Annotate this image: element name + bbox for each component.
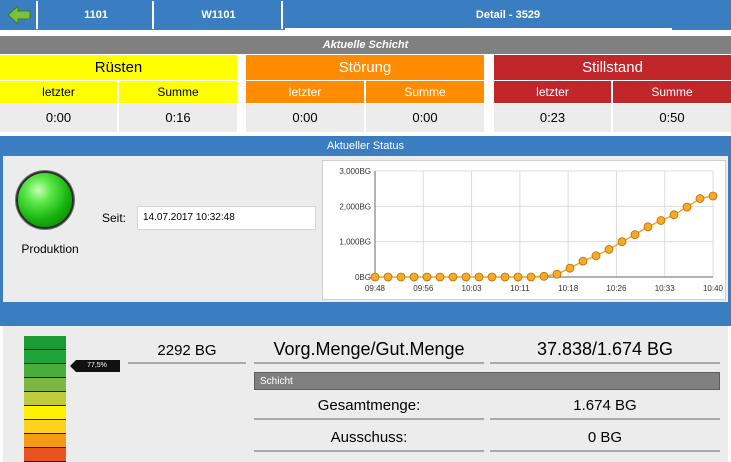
gauge-segment xyxy=(24,392,66,406)
total-quantity-value: 1.674 BG xyxy=(490,392,720,420)
chart-point xyxy=(396,272,406,282)
chart-point xyxy=(682,202,692,212)
target-good-quantity-value: 37.838/1.674 BG xyxy=(490,334,720,364)
gauge-segment xyxy=(24,406,66,420)
chart-point xyxy=(591,251,601,261)
chart-point xyxy=(630,230,640,239)
gauge-segment xyxy=(24,448,66,462)
total-quantity-label: Gesamtmenge: xyxy=(254,392,484,420)
chart-x-tick-label: 09:56 xyxy=(413,284,434,293)
chart-point xyxy=(526,272,536,282)
category-fault-title: Störung xyxy=(246,55,484,80)
nav-tab-station[interactable]: 1101 xyxy=(40,1,154,29)
chart-y-tick-label: 0BG xyxy=(355,273,371,282)
chart-point xyxy=(461,272,471,282)
chart-point xyxy=(604,245,614,254)
chart-point xyxy=(500,272,510,282)
chart-point xyxy=(669,210,679,220)
current-quantity: 2292 BG xyxy=(128,338,246,364)
scrap-value: 0 BG xyxy=(490,424,720,452)
status-title: Aktueller Status xyxy=(326,140,405,152)
category-fault-sum-label: Summe xyxy=(366,81,484,103)
chart-x-tick-label: 10:03 xyxy=(462,284,483,293)
chart-point xyxy=(695,194,705,203)
top-nav-bar xyxy=(0,0,731,30)
category-standstill-last-value: 0:23 xyxy=(494,104,611,132)
nav-tab-machine[interactable]: W1101 xyxy=(156,1,283,29)
chart-x-tick-label: 10:26 xyxy=(606,284,627,293)
chart-point xyxy=(617,237,627,247)
category-fault-last-label: letzter xyxy=(246,81,364,103)
chart-x-tick-label: 10:33 xyxy=(655,284,676,293)
category-fault-last-value: 0:00 xyxy=(246,104,364,132)
category-setup-sum-label: Summe xyxy=(119,81,237,103)
chart-point xyxy=(539,271,549,281)
category-setup-last-label: letzter xyxy=(0,81,117,103)
chart-point xyxy=(474,272,484,282)
chart-point xyxy=(370,272,380,282)
chart-point xyxy=(513,272,523,282)
category-setup-sum-value: 0:16 xyxy=(119,104,237,132)
gauge-segment xyxy=(24,350,66,364)
status-light-icon xyxy=(16,171,74,229)
chart-point xyxy=(656,216,666,225)
chart-y-ticks: 0BG 1,000BG 2,000BG 3,000BG xyxy=(339,167,371,282)
chart-point xyxy=(565,263,575,273)
chart-y-tick-label: 1,000BG xyxy=(339,238,371,247)
quantity-header xyxy=(0,306,731,326)
since-field: 14.07.2017 10:32:48 xyxy=(137,206,316,230)
since-label: Seit: xyxy=(102,211,127,225)
chart-point xyxy=(643,222,653,232)
chart-y-tick-label: 3,000BG xyxy=(339,167,371,176)
chart-points xyxy=(370,191,718,282)
fill-level-gauge xyxy=(24,336,66,462)
chart-y-tick-label: 2,000BG xyxy=(339,202,371,211)
gauge-segment xyxy=(24,420,66,434)
category-standstill-sum-label: Summe xyxy=(613,81,731,103)
production-chart: 0BG 1,000BG 2,000BG 3,000BG 09:48 09:56 10:03… xyxy=(322,160,726,300)
gauge-percent-label: 77,5% xyxy=(87,362,107,369)
chart-point xyxy=(552,269,562,279)
active-tab-underline xyxy=(285,28,672,31)
gauge-marker-icon xyxy=(70,360,120,372)
back-button[interactable] xyxy=(2,1,38,29)
chart-point xyxy=(487,272,497,282)
gauge-segment xyxy=(24,434,66,448)
target-good-quantity-label: Vorg.Menge/Gut.Menge xyxy=(254,334,484,364)
arrow-left-icon xyxy=(7,5,31,25)
nav-tab-detail[interactable]: Detail - 3529 xyxy=(475,9,541,21)
shift-header: Aktuelle Schicht xyxy=(0,36,731,54)
gauge-segment xyxy=(24,336,66,350)
gauge-segment xyxy=(24,364,66,378)
gauge-segment xyxy=(24,378,66,392)
chart-point xyxy=(578,256,588,266)
chart-series-line xyxy=(375,195,714,278)
category-setup-last-value: 0:00 xyxy=(0,104,117,132)
chart-x-tick-label: 10:11 xyxy=(510,284,530,293)
category-standstill-last-label: letzter xyxy=(494,81,611,103)
quantity-body xyxy=(3,326,728,462)
category-standstill-title: Stillstand xyxy=(494,55,731,80)
chart-x-tick-label: 10:40 xyxy=(703,284,724,293)
status-text: Produktion xyxy=(21,242,79,256)
chart-x-ticks: 09:48 09:56 10:03 10:11 10:18 10:26 10:33 10:40 xyxy=(365,284,724,293)
category-fault-sum-value: 0:00 xyxy=(366,104,484,132)
chart-svg: 0BG 1,000BG 2,000BG 3,000BG 09:48 09:56 10:03… xyxy=(339,167,724,293)
scrap-label: Ausschuss: xyxy=(254,424,484,452)
chart-point xyxy=(708,191,718,201)
chart-point xyxy=(448,272,458,282)
chart-x-tick-label: 10:18 xyxy=(558,284,579,293)
chart-x-tick-label: 09:48 xyxy=(365,284,386,293)
chart-point xyxy=(422,272,432,282)
chart-point xyxy=(383,272,393,282)
shift-section-bar: Schicht xyxy=(254,372,720,390)
category-setup-title: Rüsten xyxy=(0,55,237,80)
chart-point xyxy=(435,272,445,282)
category-standstill-sum-value: 0:50 xyxy=(613,104,731,132)
chart-point xyxy=(409,272,419,282)
